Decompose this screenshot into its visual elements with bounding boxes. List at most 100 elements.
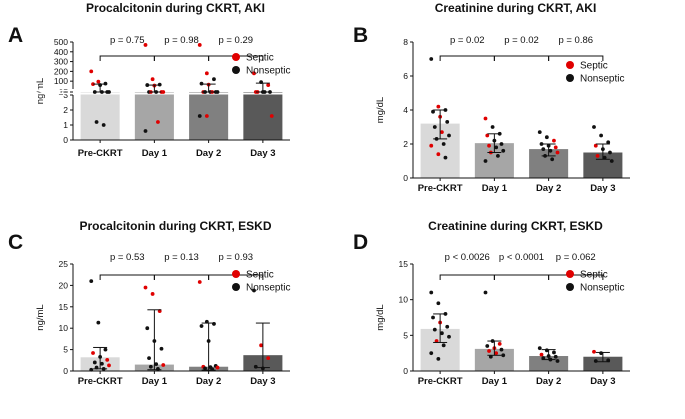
point-nonseptic: [501, 148, 506, 153]
point-septic: [436, 152, 441, 157]
x-tick-label: Day 1: [142, 376, 168, 387]
point-septic: [555, 150, 560, 155]
p-value-label: p = 0.75: [110, 35, 145, 46]
point-nonseptic: [154, 362, 159, 367]
x-tick-label: Pre-CKRT: [418, 183, 463, 194]
point-nonseptic: [431, 109, 435, 114]
point-nonseptic: [436, 356, 441, 361]
bar-day-1: [134, 92, 174, 140]
point-nonseptic: [609, 159, 614, 163]
point-septic: [156, 120, 160, 124]
point-septic: [269, 114, 274, 118]
point-nonseptic: [94, 120, 99, 124]
significance-bracket: [99, 274, 155, 280]
chart-title: Procalcitonin during CKRT, AKI: [86, 1, 265, 15]
point-nonseptic: [145, 83, 150, 87]
point-nonseptic: [608, 150, 612, 155]
point-septic: [595, 154, 600, 158]
p-value-label: p = 0.98: [164, 35, 199, 46]
legend-septic-label: Septic: [580, 270, 608, 281]
point-nonseptic: [548, 148, 553, 153]
y-tick-label: 200: [54, 66, 68, 76]
point-septic: [96, 79, 101, 84]
significance-bracket: [99, 55, 155, 61]
point-nonseptic: [159, 346, 164, 351]
point-septic: [487, 143, 491, 148]
point-septic: [266, 83, 271, 87]
y-tick-label: 15: [399, 259, 409, 269]
point-septic: [436, 104, 441, 109]
point-nonseptic: [553, 354, 558, 359]
point-septic: [429, 143, 434, 148]
point-septic: [483, 116, 488, 121]
point-septic: [105, 357, 110, 362]
point-septic: [197, 43, 202, 47]
point-nonseptic: [215, 90, 220, 94]
point-nonseptic: [544, 135, 549, 140]
point-nonseptic: [107, 90, 111, 94]
point-septic: [91, 82, 95, 87]
y-tick-label: 1: [63, 120, 68, 130]
point-nonseptic: [501, 353, 506, 358]
x-tick-label: Day 3: [250, 148, 275, 159]
p-value-label: p = 0.02: [450, 35, 485, 46]
point-septic: [252, 71, 256, 76]
point-nonseptic: [447, 334, 451, 339]
bar-day-3: [243, 92, 283, 140]
point-septic: [487, 349, 491, 353]
panel-letter: B: [353, 24, 368, 47]
point-nonseptic: [593, 359, 598, 363]
point-nonseptic: [197, 114, 202, 118]
point-septic: [150, 292, 155, 296]
point-septic: [552, 138, 556, 143]
panel-letter: D: [353, 231, 368, 254]
point-nonseptic: [552, 350, 556, 355]
x-tick-label: Day 1: [482, 376, 508, 387]
y-tick-label: 15: [59, 302, 69, 312]
legend-nonseptic-label: Nonseptic: [246, 66, 290, 77]
point-septic: [259, 343, 263, 348]
p-value-label: p = 0.13: [164, 252, 199, 263]
bar-day-3: [583, 356, 623, 371]
point-nonseptic: [432, 327, 437, 332]
significance-bracket: [153, 55, 210, 61]
point-septic: [485, 133, 490, 138]
point-nonseptic: [145, 326, 150, 331]
y-axis-label: mg/dL: [375, 97, 386, 123]
y-tick-label: 2: [403, 139, 408, 149]
point-nonseptic: [212, 77, 216, 82]
y-tick-label: 6: [403, 71, 408, 81]
significance-bracket: [153, 274, 210, 280]
chart-a: Procalcitonin during CKRT, AKI A 0 1 2 351015…: [8, 1, 295, 159]
point-nonseptic: [268, 90, 272, 94]
point-nonseptic: [429, 57, 434, 61]
point-nonseptic: [537, 130, 542, 135]
point-septic: [143, 43, 148, 47]
legend-septic-marker: [232, 270, 240, 278]
p-value-label: p = 0.86: [558, 35, 593, 46]
point-septic: [197, 280, 202, 284]
significance-bracket: [548, 274, 604, 280]
y-tick-label: 500: [54, 37, 68, 47]
y-axis-label: ng/mL: [35, 304, 46, 330]
p-value-label: p = 0.93: [218, 252, 253, 263]
point-nonseptic: [431, 315, 435, 320]
point-nonseptic: [499, 142, 504, 146]
panel-letter: C: [8, 231, 23, 254]
y-tick-label: 4: [403, 105, 408, 115]
p-value-label: p = 0.062: [556, 252, 596, 263]
point-nonseptic: [101, 123, 106, 127]
chart-title: Procalcitonin during CKRT, ESKD: [79, 219, 271, 233]
point-nonseptic: [432, 125, 437, 129]
point-septic: [266, 356, 271, 361]
x-tick-label: Day 2: [536, 183, 561, 194]
y-tick-label: 10: [59, 87, 69, 97]
y-tick-label: 15: [59, 87, 69, 97]
chart-title: Creatinine during CKRT, ESKD: [428, 219, 603, 233]
x-tick-label: Day 3: [590, 183, 615, 194]
point-nonseptic: [443, 155, 448, 160]
significance-bracket: [439, 55, 495, 61]
point-septic: [593, 143, 598, 148]
legend-nonseptic-label: Nonseptic: [580, 283, 624, 294]
point-septic: [91, 351, 95, 355]
